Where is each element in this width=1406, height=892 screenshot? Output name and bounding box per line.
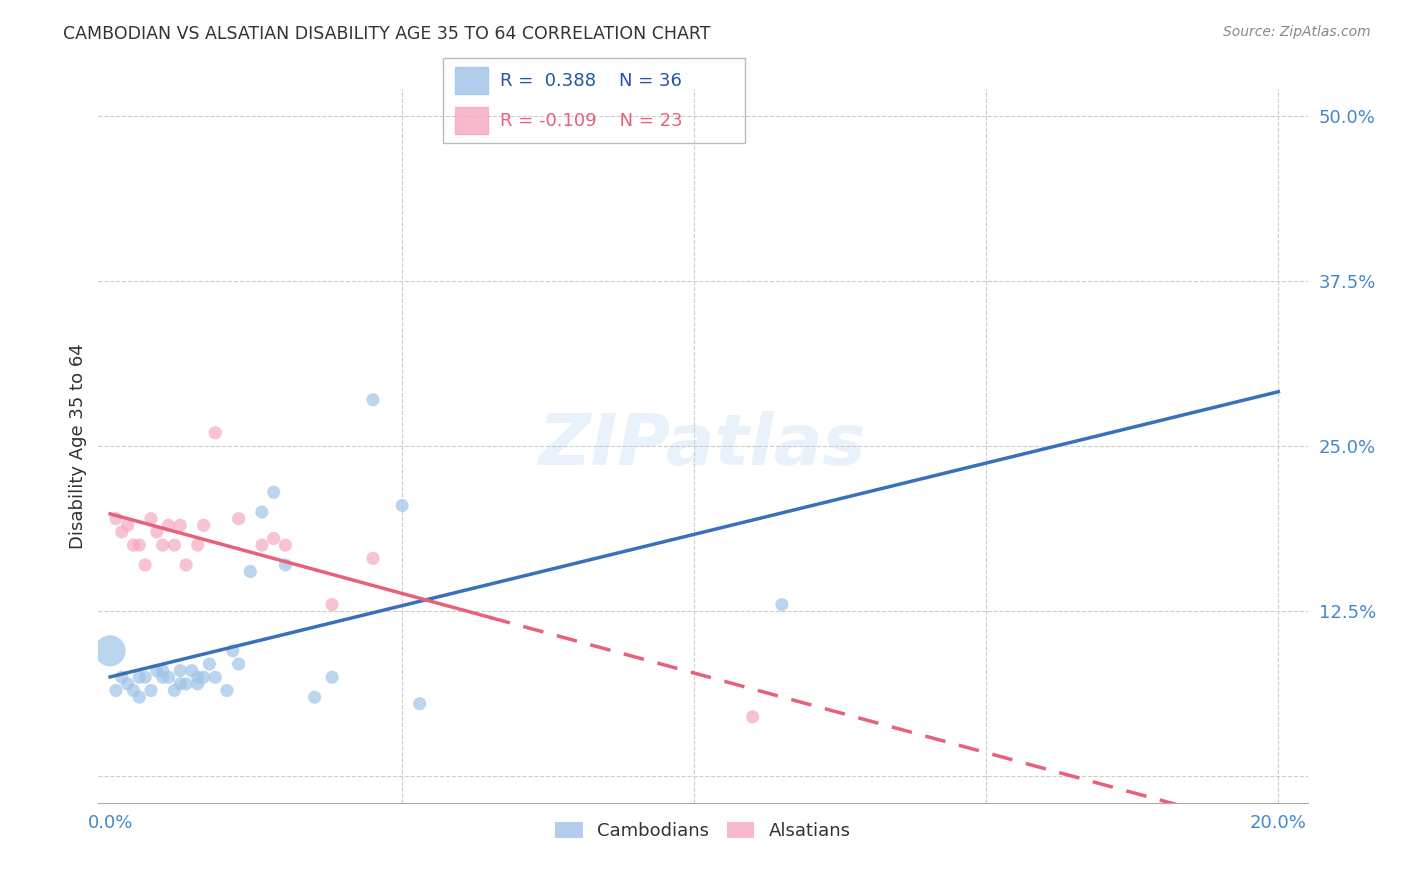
Point: [361, 551, 384, 566]
Point: [128, 538, 150, 552]
Point: [361, 392, 384, 407]
Point: [321, 670, 343, 684]
Point: [174, 677, 197, 691]
Point: [228, 511, 250, 525]
Point: [117, 518, 139, 533]
Point: [193, 518, 215, 533]
Point: [128, 690, 150, 704]
Point: [409, 697, 432, 711]
Point: [128, 670, 150, 684]
Point: [152, 670, 174, 684]
Point: [187, 670, 209, 684]
Point: [134, 670, 156, 684]
Point: [263, 532, 285, 546]
Point: [157, 518, 180, 533]
Point: [146, 524, 169, 539]
Point: [122, 683, 145, 698]
Point: [157, 670, 180, 684]
Point: [152, 538, 174, 552]
Point: [215, 683, 238, 698]
Point: [169, 518, 191, 533]
Point: [263, 485, 285, 500]
Legend: Cambodians, Alsatians: Cambodians, Alsatians: [548, 814, 858, 847]
Point: [187, 538, 209, 552]
Point: [239, 565, 262, 579]
Point: [111, 670, 134, 684]
Point: [163, 683, 186, 698]
Point: [180, 664, 202, 678]
Point: [163, 538, 186, 552]
Point: [198, 657, 221, 671]
Point: [152, 664, 174, 678]
Text: ZIPatlas: ZIPatlas: [540, 411, 866, 481]
Point: [134, 558, 156, 572]
Text: R = -0.109    N = 23: R = -0.109 N = 23: [501, 112, 683, 129]
Point: [204, 670, 226, 684]
Point: [391, 499, 413, 513]
Point: [104, 683, 127, 698]
Point: [174, 558, 197, 572]
Point: [321, 598, 343, 612]
Point: [104, 511, 127, 525]
Point: [122, 538, 145, 552]
Point: [770, 598, 793, 612]
Point: [139, 511, 162, 525]
Text: Source: ZipAtlas.com: Source: ZipAtlas.com: [1223, 25, 1371, 39]
Point: [169, 664, 191, 678]
Point: [187, 677, 209, 691]
Point: [139, 683, 162, 698]
Point: [228, 657, 250, 671]
Text: R =  0.388    N = 36: R = 0.388 N = 36: [501, 72, 682, 90]
Point: [111, 524, 134, 539]
Point: [250, 538, 273, 552]
Point: [117, 677, 139, 691]
Text: CAMBODIAN VS ALSATIAN DISABILITY AGE 35 TO 64 CORRELATION CHART: CAMBODIAN VS ALSATIAN DISABILITY AGE 35 …: [63, 25, 711, 43]
Bar: [456, 107, 488, 134]
Point: [222, 644, 245, 658]
Point: [146, 664, 169, 678]
Bar: [456, 67, 488, 95]
Point: [204, 425, 226, 440]
Point: [169, 677, 191, 691]
Point: [304, 690, 326, 704]
Y-axis label: Disability Age 35 to 64: Disability Age 35 to 64: [69, 343, 87, 549]
Point: [250, 505, 273, 519]
Point: [98, 644, 121, 658]
Point: [274, 558, 297, 572]
Point: [193, 670, 215, 684]
Point: [274, 538, 297, 552]
Point: [741, 710, 763, 724]
